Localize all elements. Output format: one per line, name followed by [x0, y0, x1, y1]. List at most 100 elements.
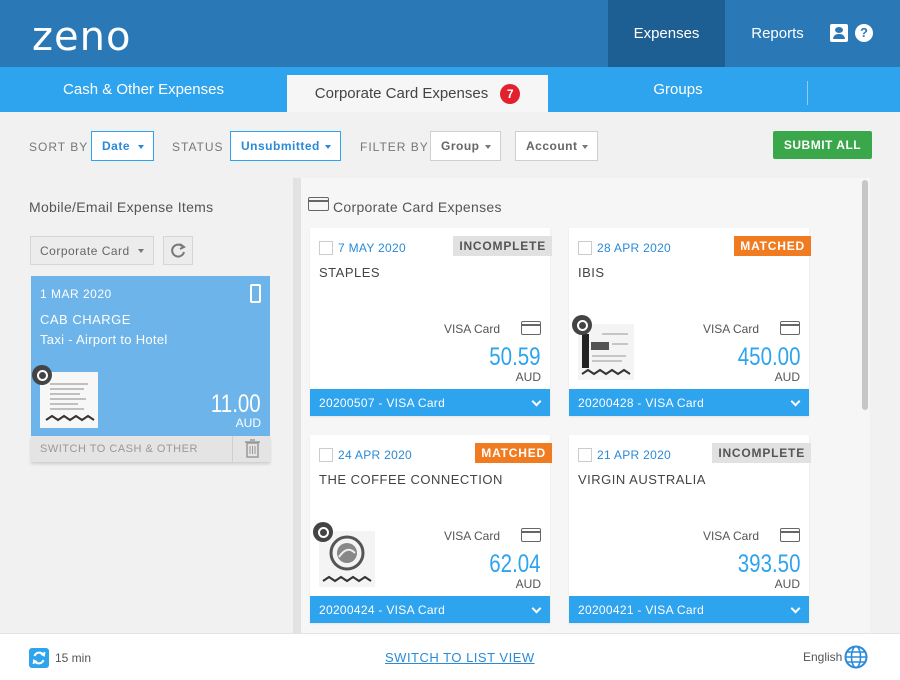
expense-card[interactable]: 7 MAY 2020 INCOMPLETE STAPLES VISA Card … [310, 228, 552, 416]
status-label: STATUS [172, 140, 224, 154]
credit-card-icon [308, 197, 329, 211]
account-dropdown[interactable]: Account [515, 131, 598, 161]
merchant-name: STAPLES [319, 265, 381, 280]
expense-currency: AUD [774, 577, 800, 591]
merchant-name: IBIS [578, 265, 605, 280]
switch-to-list-view-link[interactable]: SWITCH TO LIST VIEW [385, 650, 535, 665]
receipt-thumbnail[interactable] [319, 531, 375, 587]
status-badge: MATCHED [734, 236, 811, 256]
tab-groups[interactable]: Groups [653, 81, 703, 98]
chevron-down-icon [531, 603, 542, 614]
sort-by-label: SORT BY [29, 140, 89, 154]
expense-currency: AUD [515, 577, 541, 591]
sync-icon[interactable] [29, 648, 49, 668]
status-badge: INCOMPLETE [712, 443, 811, 463]
top-bar: zeno Expenses Reports ? [0, 0, 900, 67]
statement-label: 20200421 - VISA Card [578, 602, 705, 617]
panel-title: Corporate Card Expenses [333, 199, 502, 215]
merchant-name: VIRGIN AUSTRALIA [578, 472, 706, 487]
expense-currency: AUD [235, 416, 261, 430]
sync-icon-glyph [32, 651, 46, 665]
statement-footer[interactable]: 20200421 - VISA Card [569, 596, 809, 623]
select-checkbox[interactable] [319, 241, 333, 255]
mobile-phone-icon [250, 284, 261, 303]
receipt-image [578, 324, 634, 380]
help-icon[interactable]: ? [855, 24, 873, 42]
tab-corporate-label: Corporate Card Expenses [314, 85, 489, 102]
merchant-name: CAB CHARGE [40, 312, 131, 327]
trash-icon[interactable] [232, 436, 270, 462]
zoom-icon[interactable] [572, 315, 592, 335]
statement-label: 20200428 - VISA Card [578, 395, 705, 410]
status-badge: INCOMPLETE [453, 236, 552, 256]
sync-interval: 15 min [55, 651, 92, 665]
credit-card-icon [521, 528, 541, 542]
statement-label: 20200424 - VISA Card [319, 602, 446, 617]
expense-tabs: Cash & Other Expenses Corporate Card Exp… [0, 67, 900, 112]
zeno-logo[interactable]: zeno [32, 14, 132, 60]
chevron-down-icon [485, 145, 491, 149]
credit-card-icon [521, 321, 541, 335]
language-label[interactable]: English [803, 650, 843, 664]
trash-icon-glyph [245, 439, 260, 458]
statement-footer[interactable]: 20200428 - VISA Card [569, 389, 809, 416]
select-checkbox[interactable] [578, 241, 592, 255]
select-checkbox[interactable] [319, 448, 333, 462]
card-name: VISA Card [702, 529, 759, 543]
expense-date: 1 MAR 2020 [40, 287, 112, 301]
sort-by-dropdown[interactable]: Date [91, 131, 154, 161]
panel-title: Mobile/Email Expense Items [29, 199, 214, 215]
chevron-down-icon [790, 603, 801, 614]
merchant-name: THE COFFEE CONNECTION [319, 472, 503, 487]
sort-by-value: Date [102, 139, 131, 153]
expense-currency: AUD [515, 370, 541, 384]
expense-card[interactable]: 28 APR 2020 MATCHED IBIS VISA Card 450.0… [569, 228, 811, 416]
nav-reports[interactable]: Reports [751, 25, 804, 42]
chevron-down-icon [582, 145, 588, 149]
expense-card[interactable]: 21 APR 2020 INCOMPLETE VIRGIN AUSTRALIA … [569, 435, 811, 623]
tab-corporate-card[interactable]: Corporate Card Expenses 7 [287, 75, 548, 112]
footer-bar: 15 min SWITCH TO LIST VIEW English [0, 633, 900, 680]
refresh-icon [171, 242, 186, 258]
zoom-icon[interactable] [32, 365, 52, 385]
expense-currency: AUD [774, 370, 800, 384]
submit-all-button[interactable]: SUBMIT ALL [773, 131, 872, 159]
expense-amount: 62.04 [489, 550, 541, 578]
chevron-down-icon [138, 145, 144, 149]
chevron-down-icon [325, 145, 331, 149]
tab-divider [807, 81, 808, 105]
card-type-dropdown[interactable]: Corporate Card [30, 236, 154, 265]
tab-cash-other[interactable]: Cash & Other Expenses [63, 81, 224, 98]
status-badge: MATCHED [475, 443, 552, 463]
filter-bar: SORT BY Date STATUS Unsubmitted FILTER B… [0, 112, 900, 178]
mobile-card-footer: SWITCH TO CASH & OTHER [31, 436, 270, 462]
expense-date: 24 APR 2020 [338, 448, 413, 462]
filter-by-label: FILTER BY [360, 140, 429, 154]
nav-expenses[interactable]: Expenses [608, 0, 725, 67]
statement-footer[interactable]: 20200424 - VISA Card [310, 596, 550, 623]
credit-card-icon [780, 321, 800, 335]
switch-to-cash-button[interactable]: SWITCH TO CASH & OTHER [40, 443, 198, 455]
statement-footer[interactable]: 20200507 - VISA Card [310, 389, 550, 416]
select-checkbox[interactable] [578, 448, 592, 462]
expense-amount: 11.00 [211, 390, 261, 418]
scrollbar[interactable] [862, 180, 868, 410]
expense-date: 21 APR 2020 [597, 448, 672, 462]
card-type-value: Corporate Card [40, 243, 130, 258]
status-dropdown[interactable]: Unsubmitted [230, 131, 341, 161]
expense-amount: 393.50 [737, 550, 800, 578]
expense-date: 28 APR 2020 [597, 241, 672, 255]
account-value: Account [526, 139, 578, 153]
group-dropdown[interactable]: Group [430, 131, 501, 161]
expense-card[interactable]: 24 APR 2020 MATCHED THE COFFEE CONNECTIO… [310, 435, 552, 623]
expense-amount: 450.00 [737, 343, 800, 371]
globe-icon[interactable] [844, 645, 868, 669]
group-value: Group [441, 139, 480, 153]
user-profile-icon[interactable] [830, 24, 848, 42]
zoom-icon[interactable] [313, 522, 333, 542]
refresh-button[interactable] [163, 236, 193, 265]
card-name: VISA Card [702, 322, 759, 336]
mobile-email-panel: Mobile/Email Expense Items Corporate Car… [0, 178, 293, 633]
mobile-expense-card[interactable]: 1 MAR 2020 CAB CHARGE Taxi - Airport to … [31, 276, 270, 436]
card-name: VISA Card [443, 529, 500, 543]
